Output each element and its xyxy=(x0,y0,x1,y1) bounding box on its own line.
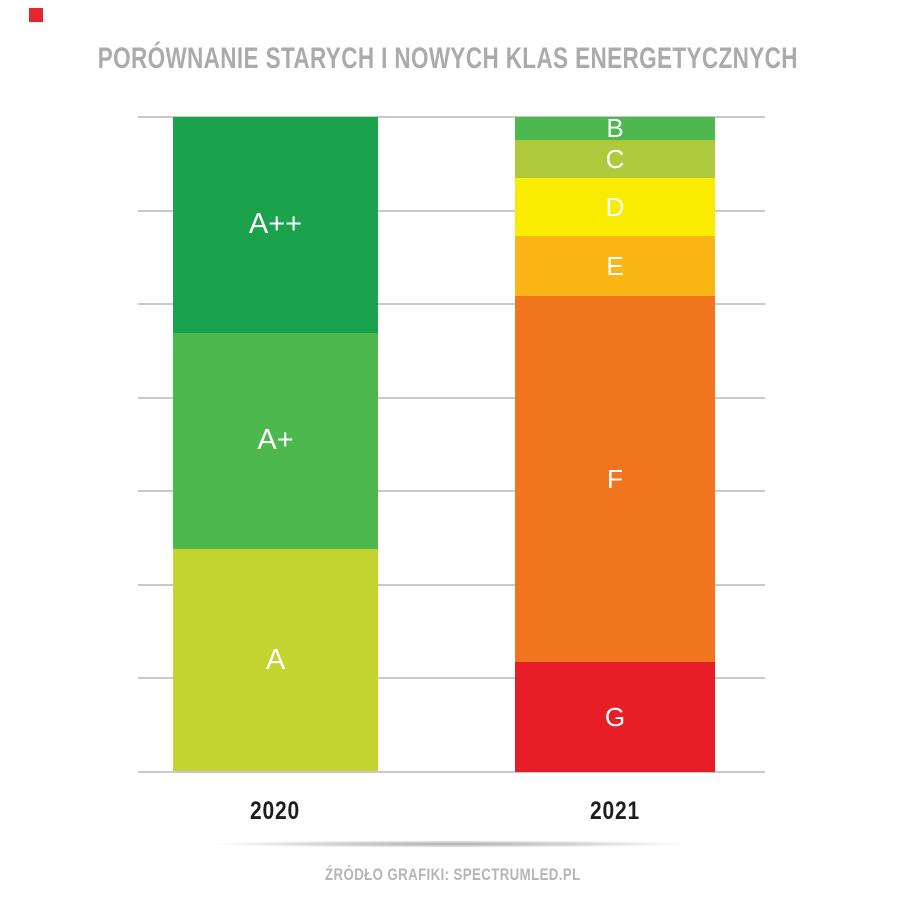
gridline xyxy=(138,396,765,399)
gridline xyxy=(138,677,765,679)
segment-label-d: D xyxy=(605,191,625,222)
title-row: PORÓWNANIE STARYCH I NOWYCH KLAS ENERGET… xyxy=(0,44,895,74)
bar-segment-c: C xyxy=(515,139,715,178)
gridline xyxy=(138,303,765,305)
segment-label-aplusplus: A++ xyxy=(248,208,303,241)
gridline xyxy=(138,770,765,773)
gridline xyxy=(138,490,765,492)
corner-tag xyxy=(29,8,43,22)
segment-label-g: G xyxy=(604,701,626,732)
gridline xyxy=(138,583,765,586)
bar-segment-aplusplus: A++ xyxy=(173,117,378,333)
bar-segment-d: D xyxy=(515,177,715,237)
x-axis-label-2020: 2020 xyxy=(249,797,301,825)
bar-segment-aplus: A+ xyxy=(173,332,378,549)
shadow-divider xyxy=(118,839,782,849)
gridline xyxy=(138,116,765,118)
segment-label-a: A xyxy=(265,643,286,676)
page-title: PORÓWNANIE STARYCH I NOWYCH KLAS ENERGET… xyxy=(97,42,798,75)
bar-segment-b: B xyxy=(515,113,715,144)
bar-segment-g: G xyxy=(515,661,715,773)
gridline xyxy=(138,209,765,212)
source-credit: ŹRÓDŁO GRAFIKI: SPECTRUMLED.PL xyxy=(325,865,581,884)
bar-segment-e: E xyxy=(515,236,715,297)
bar-segment-f: F xyxy=(515,296,715,662)
segment-label-e: E xyxy=(606,251,624,282)
bar-segment-a: A xyxy=(173,548,378,772)
x-axis-label-2021: 2021 xyxy=(589,797,641,825)
segment-label-c: C xyxy=(605,143,625,174)
segment-label-f: F xyxy=(607,463,623,494)
stacked-bar-2020: A++ A+ A xyxy=(173,117,378,772)
segment-label-aplus: A+ xyxy=(257,424,294,457)
segment-label-b: B xyxy=(606,113,624,144)
footer-row: ŹRÓDŁO GRAFIKI: SPECTRUMLED.PL xyxy=(0,866,906,884)
